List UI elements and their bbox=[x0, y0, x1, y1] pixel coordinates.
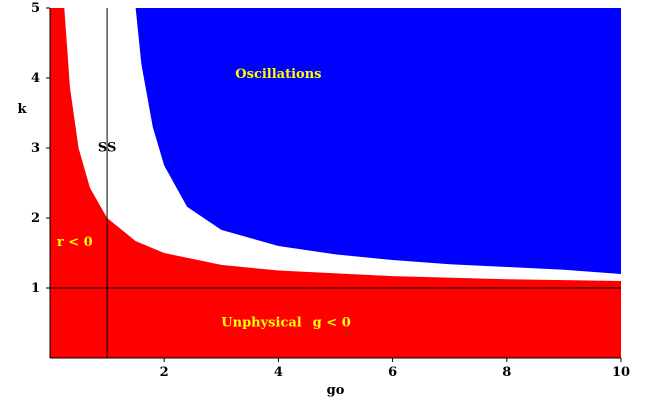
unphysical-label: Unphysical bbox=[221, 316, 301, 331]
red-region bbox=[50, 8, 621, 358]
oscillations-label: Oscillations bbox=[235, 67, 321, 82]
x-tick-label: 10 bbox=[612, 365, 630, 380]
y-tick-label: 2 bbox=[31, 211, 40, 226]
y-tick-label: 3 bbox=[31, 141, 40, 156]
plot-area bbox=[50, 8, 621, 358]
x-tick-label: 8 bbox=[502, 365, 511, 380]
y-tick-label: 1 bbox=[31, 281, 40, 296]
x-axis-label: go bbox=[327, 383, 345, 398]
x-tick-label: 6 bbox=[388, 365, 397, 380]
r-negative-label: r < 0 bbox=[57, 235, 93, 250]
g-negative-label: g < 0 bbox=[313, 316, 351, 331]
ss-label: SS bbox=[98, 141, 117, 156]
oscillations-region bbox=[135, 8, 621, 274]
y-ticks: 1 2 3 4 5 bbox=[31, 1, 50, 296]
y-tick-label: 4 bbox=[31, 71, 40, 86]
x-tick-label: 4 bbox=[274, 365, 283, 380]
y-axis-label: k bbox=[17, 102, 27, 117]
y-tick-label: 5 bbox=[31, 1, 40, 16]
x-tick-label: 2 bbox=[160, 365, 169, 380]
x-ticks: 2 4 6 8 10 bbox=[160, 358, 630, 380]
